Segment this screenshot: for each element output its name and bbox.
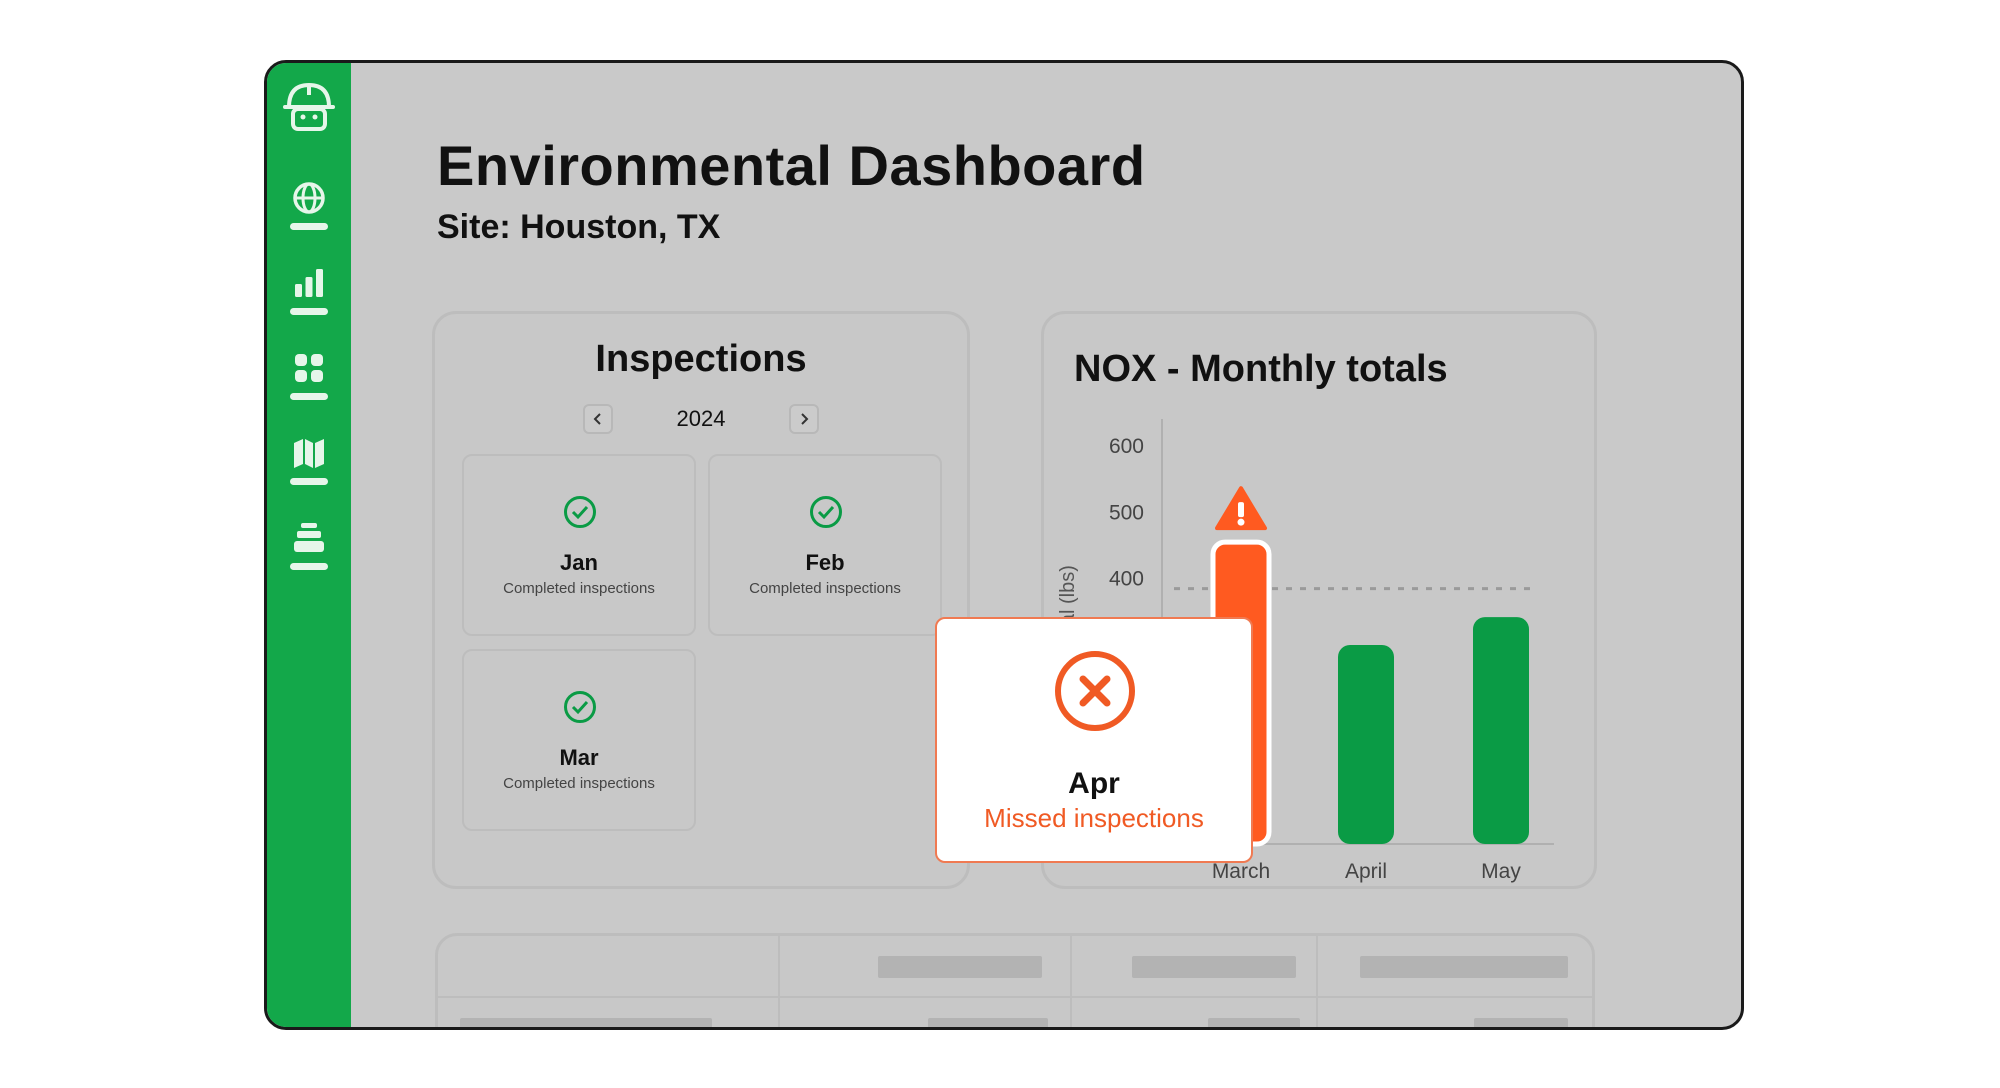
chart-title: NOX - Monthly totals (1074, 348, 1448, 390)
inspections-title: Inspections (595, 338, 807, 380)
y-tick-label: 400 (1109, 568, 1144, 591)
year-selector: 2024 (583, 404, 819, 438)
sidebar-item-grid[interactable] (289, 351, 329, 407)
month-status: Completed inspections (503, 775, 655, 792)
table-divider (778, 936, 780, 1027)
chevron-left-icon (593, 413, 601, 425)
sidebar-item-globe[interactable] (289, 181, 329, 237)
table-divider (1070, 936, 1072, 1027)
month-tile-feb[interactable]: Feb Completed inspections (708, 454, 942, 636)
table-placeholder (1360, 956, 1568, 978)
prev-year-button[interactable] (583, 404, 613, 434)
table-placeholder (878, 956, 1042, 978)
table-placeholder (928, 1018, 1048, 1027)
sidebar-item-label-bar (290, 308, 328, 315)
map-icon (294, 439, 324, 468)
check-circle-icon (564, 496, 596, 528)
month-tile-mar[interactable]: Mar Completed inspections (462, 649, 696, 831)
sidebar-item-layers[interactable] (289, 521, 329, 577)
month-status: Completed inspections (503, 580, 655, 597)
x-tick-label: March (1212, 860, 1270, 883)
popup-month-status: Missed inspections (984, 803, 1204, 833)
layers-icon (294, 523, 324, 552)
month-tile-jan[interactable]: Jan Completed inspections (462, 454, 696, 636)
sidebar-item-label-bar (290, 478, 328, 485)
missed-inspection-popup[interactable]: Apr Missed inspections (935, 617, 1253, 863)
main-content: Environmental Dashboard Site: Houston, T… (351, 63, 1741, 1027)
sidebar-item-label-bar (290, 563, 328, 570)
app-window: Environmental Dashboard Site: Houston, T… (264, 60, 1744, 1030)
x-tick-label: May (1481, 860, 1521, 883)
grid-icon (295, 354, 323, 382)
helmet-mascot-icon[interactable] (280, 77, 338, 135)
bar-chart-icon (295, 269, 323, 297)
globe-icon (293, 182, 325, 214)
table-divider (438, 996, 1592, 998)
bar-april (1338, 645, 1394, 844)
table-placeholder (460, 1018, 712, 1027)
x-circle-icon (1055, 651, 1135, 731)
table-placeholder (1474, 1018, 1568, 1027)
sidebar-item-charts[interactable] (289, 266, 329, 322)
next-year-button[interactable] (789, 404, 819, 434)
month-name: Mar (559, 745, 599, 770)
sidebar (267, 63, 351, 1027)
table-placeholder (1132, 956, 1296, 978)
data-table (435, 933, 1595, 1027)
y-tick-label: 600 (1109, 435, 1144, 458)
month-name: Jan (560, 550, 598, 575)
check-circle-icon (564, 691, 596, 723)
table-placeholder (1208, 1018, 1300, 1027)
x-tick-label: April (1345, 860, 1387, 883)
table-divider (1316, 936, 1318, 1027)
month-name: Feb (805, 550, 845, 575)
site-subtitle: Site: Houston, TX (437, 208, 721, 246)
check-circle-icon (810, 496, 842, 528)
sidebar-item-map[interactable] (289, 436, 329, 492)
bar-may (1473, 617, 1529, 844)
sidebar-item-label-bar (290, 393, 328, 400)
year-label: 2024 (676, 406, 726, 431)
page-title: Environmental Dashboard (437, 134, 1146, 197)
warning-triangle-icon (1215, 486, 1267, 531)
y-tick-label: 500 (1109, 501, 1144, 524)
chevron-right-icon (801, 413, 809, 425)
sidebar-item-label-bar (290, 223, 328, 230)
popup-month-name: Apr (1068, 767, 1120, 800)
inspections-card: Inspections 2024 (432, 311, 970, 889)
month-status: Completed inspections (749, 580, 901, 597)
